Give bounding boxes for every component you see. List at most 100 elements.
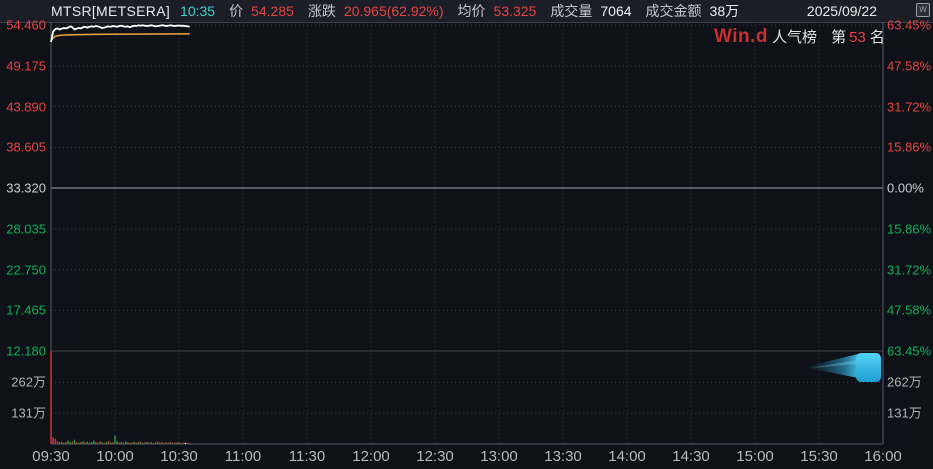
volume-bar: [80, 441, 82, 444]
volume-bar: [61, 441, 63, 444]
volume-bar: [146, 441, 148, 444]
percent-axis-label: 15.86%: [887, 221, 932, 237]
volume-bar: [82, 441, 84, 444]
volume-bar: [161, 442, 163, 444]
quote-time: 10:35: [180, 3, 216, 19]
time-tick-label: 12:30: [416, 448, 454, 465]
volume-bar: [90, 442, 93, 444]
volume-bar: [69, 442, 71, 444]
turnover-value: 38万: [709, 3, 740, 19]
volume-bar: [71, 441, 74, 444]
volume-bar: [127, 442, 129, 444]
volume-bar: [101, 442, 103, 444]
percent-axis-label: 47.58%: [887, 58, 932, 74]
volume-bar: [86, 441, 89, 444]
volume-bar: [167, 442, 170, 444]
volume-axis-label: 262万: [887, 374, 922, 390]
price-axis-label: 28.035: [6, 221, 46, 237]
volume-bar: [135, 442, 138, 444]
volume-bar: [56, 441, 59, 444]
volume-label: 成交量: [550, 3, 593, 19]
volume-bar: [137, 442, 140, 444]
volume-bar: [131, 442, 133, 444]
rank-suffix: 名: [869, 29, 885, 46]
volume-bar: [107, 440, 110, 444]
avg-price-label: 均价: [457, 3, 486, 19]
rank-prefix: 第: [831, 29, 847, 46]
volume-axis-label: 131万: [887, 405, 922, 421]
volume-bar: [103, 442, 106, 444]
volume-bar: [120, 441, 123, 444]
volume-bar: [125, 441, 127, 444]
wind-popularity-watermark: Win.d 人气榜 第 53 名: [714, 26, 885, 48]
time-tick-label: 13:30: [544, 448, 582, 465]
time-tick-label: 12:00: [352, 448, 390, 465]
volume-bar: [154, 442, 157, 444]
volume-bar: [116, 441, 118, 444]
percent-axis-label: 31.72%: [887, 262, 932, 278]
volume-bar: [110, 442, 112, 444]
price-axis-label: 43.890: [6, 99, 46, 115]
price-axis-label: 54.460: [6, 17, 46, 33]
volume-bar: [142, 442, 144, 444]
average-price-line: [50, 33, 190, 41]
volume-bar: [186, 442, 189, 444]
percent-axis-label: 15.86%: [887, 139, 932, 155]
volume-bar: [58, 442, 61, 444]
time-tick-label: 10:00: [96, 448, 134, 465]
time-tick-label: 09:30: [32, 448, 70, 465]
price-axis-label: 49.175: [6, 58, 46, 74]
volume-bar: [118, 442, 121, 444]
volume-bar: [105, 441, 108, 444]
volume-bar: [52, 437, 54, 444]
volume-bar: [88, 442, 91, 444]
price-axis-label: 38.605: [6, 139, 46, 155]
volume-bar: [157, 441, 159, 444]
volume-bar: [54, 438, 57, 444]
volume-bar: [189, 443, 191, 444]
percent-axis-label: 47.58%: [887, 302, 932, 318]
volume-bar: [163, 442, 165, 444]
volume-bar: [133, 441, 135, 444]
percent-axis-label: 0.00%: [887, 180, 924, 196]
avg-price-value: 53.325: [493, 3, 537, 19]
volume-bar: [182, 442, 185, 444]
volume-bar: [114, 435, 116, 444]
price-value: 54.285: [251, 3, 294, 19]
volume-bar: [159, 442, 161, 444]
volume-bar: [144, 442, 146, 444]
volume-bar: [148, 442, 150, 444]
volume-bar: [78, 442, 80, 444]
price-axis-label: 33.320: [6, 180, 46, 196]
percent-axis-label: 63.45%: [887, 17, 932, 33]
change-value: 20.965(62.92%): [343, 3, 444, 19]
volume-bar: [112, 442, 114, 444]
volume-bar: [95, 441, 97, 444]
time-tick-label: 11:30: [288, 448, 326, 465]
volume-bar: [184, 442, 187, 444]
window-icon[interactable]: W: [916, 3, 930, 17]
volume-bar: [169, 441, 172, 444]
ticker-symbol: MTSR[METSERA]: [51, 3, 171, 19]
volume-bar: [139, 441, 142, 444]
rank-number: 53: [849, 29, 866, 46]
volume-value: 7064: [600, 3, 632, 19]
time-tick-label: 15:00: [736, 448, 774, 465]
volume-bar: [178, 442, 180, 444]
volume-bar: [73, 439, 76, 444]
time-tick-label: 14:00: [608, 448, 646, 465]
volume-bar: [84, 442, 86, 444]
popularity-board-label: 人气榜: [772, 29, 818, 46]
volume-axis-label: 262万: [11, 374, 46, 390]
price-axis-label: 12.180: [6, 343, 46, 359]
time-tick-label: 13:00: [480, 448, 518, 465]
volume-bar: [50, 351, 52, 444]
turnover-label: 成交金额: [645, 3, 702, 19]
time-tick-label: 15:30: [800, 448, 838, 465]
volume-bar: [63, 442, 65, 444]
time-tick-label: 16:00: [864, 448, 902, 465]
price-axis-label: 17.465: [6, 302, 46, 318]
time-tick-label: 10:30: [160, 448, 198, 465]
